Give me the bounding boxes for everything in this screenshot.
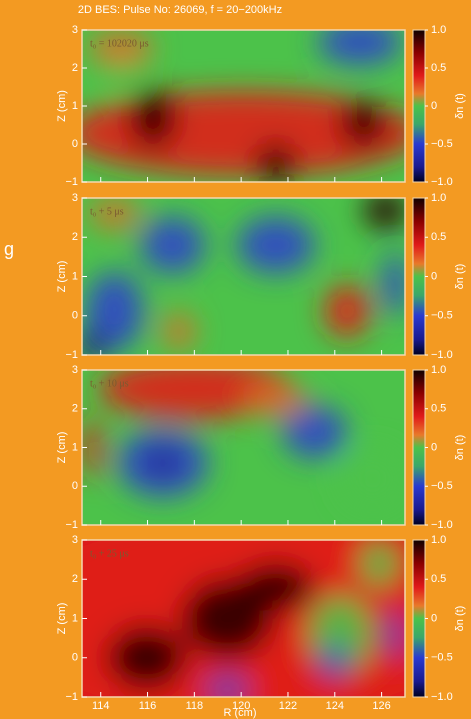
y-tick-label: 2 <box>72 573 78 585</box>
colorbar-tick-label: 0 <box>431 270 437 282</box>
y-axis-label: Z (cm) <box>56 603 68 635</box>
x-tick-label: 118 <box>186 700 204 712</box>
heatmap-blob <box>318 19 402 65</box>
panel-label: t₀ + 5 μs <box>90 206 124 217</box>
y-axis-label: Z (cm) <box>56 432 68 464</box>
y-tick-label: −1 <box>65 176 78 188</box>
colorbar-tick-label: −0.5 <box>431 652 453 664</box>
y-tick-label: 1 <box>72 441 78 453</box>
y-tick-label: 3 <box>72 192 78 204</box>
heatmap-blob <box>76 331 108 362</box>
figure: 2D BES: Pulse No: 26069, f = 20−200kHz g… <box>0 0 471 719</box>
colorbar-tick-label: −0.5 <box>431 138 453 150</box>
colorbar-tick-label: −1.0 <box>431 349 453 361</box>
colorbar-tick-label: 0.5 <box>431 403 446 415</box>
colorbar-tick-label: 0 <box>431 612 437 624</box>
heatmap-blob <box>147 451 179 476</box>
panel-label: t₀ + 25 μs <box>90 548 129 559</box>
heatmap-blob <box>237 217 315 274</box>
colorbar-label: δn (t) <box>454 264 466 290</box>
colorbar-tick-label: −1.0 <box>431 519 453 531</box>
x-tick-label: 122 <box>279 700 297 712</box>
y-axis-label: Z (cm) <box>56 90 68 122</box>
colorbar <box>413 370 425 525</box>
heatmap <box>82 358 405 525</box>
colorbar <box>413 198 425 355</box>
colorbar-tick-label: −0.5 <box>431 480 453 492</box>
colorbar-label: δn (t) <box>454 93 466 119</box>
y-tick-label: 2 <box>72 62 78 74</box>
colorbar-tick-label: −0.5 <box>431 310 453 322</box>
x-tick-label: 124 <box>326 700 344 712</box>
colorbar-tick-label: 1.0 <box>431 534 446 546</box>
heatmap-blob <box>324 284 369 337</box>
colorbar-tick-label: 0.5 <box>431 231 446 243</box>
heatmap-blob <box>256 142 295 185</box>
y-tick-label: 1 <box>72 100 78 112</box>
figure-title: 2D BES: Pulse No: 26069, f = 20−200kHz <box>78 4 282 16</box>
y-tick-label: 1 <box>72 612 78 624</box>
heatmap-blob <box>318 647 350 678</box>
y-axis-label: Z (cm) <box>56 261 68 293</box>
colorbar <box>413 30 425 182</box>
y-tick-label: 0 <box>72 310 78 322</box>
heatmap-blob <box>340 448 405 510</box>
y-tick-label: −1 <box>65 519 78 531</box>
colorbar-tick-label: −1.0 <box>431 691 453 703</box>
heatmap-blob <box>237 564 315 611</box>
panel-label: t₀ + 10 μs <box>90 378 129 389</box>
y-tick-label: 1 <box>72 270 78 282</box>
heatmap-blob <box>130 88 175 149</box>
x-tick-label: 114 <box>92 700 110 712</box>
y-tick-label: 2 <box>72 403 78 415</box>
heatmap-blob <box>108 626 186 689</box>
y-tick-label: 3 <box>72 364 78 376</box>
y-tick-label: −1 <box>65 691 78 703</box>
colorbar-tick-label: 1.0 <box>431 24 446 36</box>
y-tick-label: 3 <box>72 24 78 36</box>
heatmap-blob <box>205 677 250 702</box>
colorbar-label: δn (t) <box>454 435 466 461</box>
y-tick-label: 0 <box>72 138 78 150</box>
y-tick-label: 0 <box>72 480 78 492</box>
colorbar-tick-label: −1.0 <box>431 176 453 188</box>
x-tick-label: 126 <box>372 700 390 712</box>
colorbar-tick-label: 0 <box>431 100 437 112</box>
heatmap-blob <box>340 101 385 147</box>
y-tick-label: 0 <box>72 652 78 664</box>
heatmap-blob <box>360 540 399 587</box>
colorbar-tick-label: 1.0 <box>431 192 446 204</box>
colorbar-tick-label: 1.0 <box>431 364 446 376</box>
side-fragment: g <box>4 239 14 259</box>
colorbar <box>413 540 425 697</box>
heatmap-blob <box>386 611 405 658</box>
y-tick-label: 2 <box>72 231 78 243</box>
heatmap-blob <box>140 217 205 274</box>
heatmap-blob <box>108 63 140 87</box>
heatmap-blob <box>243 386 308 417</box>
colorbar-tick-label: 0 <box>431 441 437 453</box>
x-tick-label: 116 <box>139 700 157 712</box>
y-tick-label: −1 <box>65 349 78 361</box>
colorbar-tick-label: 0.5 <box>431 573 446 585</box>
colorbar-label: δn (t) <box>454 606 466 632</box>
x-tick-label: 120 <box>232 700 250 712</box>
y-tick-label: 3 <box>72 534 78 546</box>
colorbar-tick-label: 0.5 <box>431 62 446 74</box>
heatmap-blob <box>163 313 195 351</box>
panel-label: t₀ = 102020 μs <box>90 38 149 49</box>
heatmap <box>76 192 409 363</box>
